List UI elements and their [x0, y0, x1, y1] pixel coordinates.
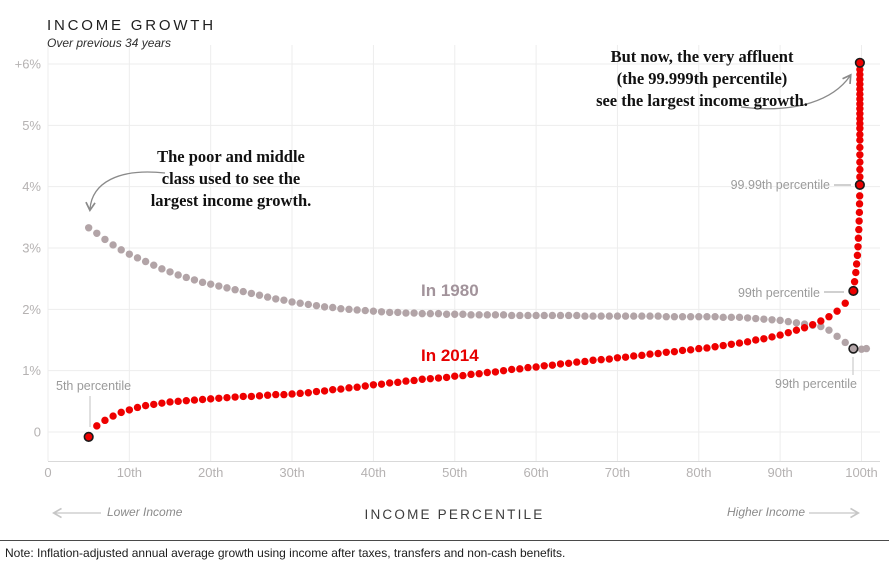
label-99th-percentile-1980: 99th percentile — [775, 377, 858, 391]
x-axis-title: INCOME PERCENTILE — [364, 507, 545, 522]
svg-text:5%: 5% — [22, 118, 41, 133]
annotation-past-line3: largest income growth. — [150, 190, 312, 210]
svg-text:2%: 2% — [22, 302, 41, 317]
svg-text:80th: 80th — [686, 465, 711, 480]
annotation-now-line1: But now, the very affluent — [610, 47, 794, 66]
footer-divider — [0, 540, 889, 541]
svg-text:0: 0 — [44, 465, 51, 480]
svg-text:4%: 4% — [22, 179, 41, 194]
svg-text:30th: 30th — [279, 465, 304, 480]
svg-text:0: 0 — [34, 425, 41, 440]
arrow-to-1980-start — [85, 171, 166, 212]
annotation-now-line3: see the largest income growth. — [596, 90, 808, 110]
svg-text:20th: 20th — [198, 465, 223, 480]
svg-text:1%: 1% — [22, 363, 41, 378]
highlighted-points — [83, 57, 865, 443]
svg-text:90th: 90th — [767, 465, 792, 480]
leader-lines — [89, 184, 854, 427]
svg-text:3%: 3% — [22, 241, 41, 256]
annotation-arrows — [52, 73, 860, 519]
svg-text:70th: 70th — [605, 465, 630, 480]
svg-text:100th: 100th — [845, 465, 878, 480]
annotation-now-line2: (the 99.999th percentile) — [616, 68, 788, 88]
label-5th-percentile: 5th percentile — [56, 379, 132, 393]
label-99-99th-percentile: 99.99th percentile — [730, 178, 830, 192]
annotation-past-line1: The poor and middle — [157, 147, 305, 166]
annotation-past-line2: class used to see the — [161, 168, 301, 188]
svg-text:50th: 50th — [442, 465, 467, 480]
data-points — [84, 59, 871, 441]
higher-income-label: Higher Income — [727, 505, 806, 519]
svg-text:10th: 10th — [117, 465, 142, 480]
series-label-2014: In 2014 — [421, 346, 479, 365]
page-subtitle: Over previous 34 years — [47, 36, 172, 50]
series-label-1980: In 1980 — [421, 281, 479, 300]
svg-text:40th: 40th — [361, 465, 386, 480]
lower-income-label: Lower Income — [107, 505, 183, 519]
annotation-now: But now, the very affluent (the 99.999th… — [558, 46, 846, 111]
page-title: INCOME GROWTH — [47, 17, 216, 34]
annotation-past: The poor and middle class used to see th… — [124, 146, 338, 211]
svg-text:+6%: +6% — [15, 57, 42, 72]
footnote: Note: Inflation-adjusted annual average … — [5, 546, 566, 560]
svg-text:60th: 60th — [523, 465, 548, 480]
axis-tick-labels: 0 10th 20th 30th 40th 50th 60th 70th 80th 90th 100… — [15, 57, 878, 480]
arrow-to-top-dot — [740, 73, 852, 110]
label-99th-percentile-2014: 99th percentile — [737, 286, 820, 300]
